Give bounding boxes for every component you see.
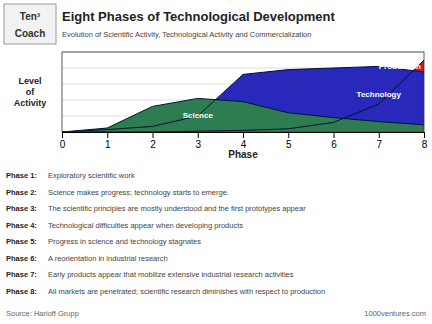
logo-box — [4, 4, 56, 44]
x-axis-line — [63, 133, 425, 139]
x-tick: 6 — [331, 132, 337, 150]
phase-description: Science makes progress; technology start… — [48, 188, 229, 197]
title: Eight Phases of Technological Developmen… — [62, 9, 335, 24]
x-tick-label: 0 — [60, 139, 66, 150]
x-tick-label: 6 — [331, 139, 337, 150]
area — [62, 98, 424, 132]
x-tick: 2 — [150, 132, 156, 150]
phase-name: Phase 6: — [6, 254, 37, 263]
phase-name: Phase 7: — [6, 270, 37, 279]
phase-description: All markets are penetrated; scientific r… — [48, 287, 325, 296]
phase-name: Phase 4: — [6, 221, 37, 230]
y-axis-title: LevelofActivity — [14, 76, 47, 108]
x-tick-mark — [107, 132, 108, 138]
x-tick: 0 — [60, 132, 66, 150]
phase-name: Phase 3: — [6, 204, 37, 213]
x-axis: 0 1 2 3 4 5 6 7 8 — [60, 132, 428, 150]
phase-name: Phase 5: — [6, 237, 37, 246]
x-tick: 1 — [105, 132, 111, 150]
series-labels: Science Technology Production — [183, 62, 421, 120]
logo-text: Ten³ — [20, 11, 41, 22]
marks — [62, 60, 424, 132]
x-tick-label: 2 — [150, 139, 156, 150]
x-tick: 3 — [195, 132, 201, 150]
x-axis-title: Phase — [228, 149, 258, 160]
x-tick-mark — [379, 132, 380, 138]
x-tick-label: 1 — [105, 139, 111, 150]
area-outline — [62, 98, 424, 132]
phase-name: Phase 2: — [6, 188, 37, 197]
x-tick: 4 — [241, 132, 247, 150]
grid — [62, 52, 424, 132]
area — [62, 60, 424, 132]
phase-name: Phase 1: — [6, 171, 37, 180]
phase-description: Early products appear that mobilize exte… — [48, 270, 294, 279]
plot: Science Technology Production 0 1 2 3 4 5 6 7 8 — [60, 52, 428, 150]
chart: Ten³ Coach Eight Phases of Technological D… — [0, 0, 432, 324]
series-label: Production — [379, 62, 421, 71]
x-tick-label: 3 — [195, 139, 201, 150]
x-tick-label: 8 — [422, 139, 428, 150]
x-tick-mark — [334, 132, 335, 138]
plot-frame — [62, 52, 424, 132]
area — [62, 66, 424, 132]
x-tick: 5 — [286, 132, 292, 150]
x-tick-mark — [243, 132, 244, 138]
phase-name: Phase 8: — [6, 287, 37, 296]
subtitle: Evolution of Scientific Activity, Techno… — [62, 30, 311, 39]
x-tick: 8 — [422, 132, 428, 150]
x-tick-mark — [424, 132, 425, 138]
logo-text: Coach — [15, 28, 46, 39]
source: Source: Harioff Grupp — [6, 309, 79, 318]
series-label: Science — [183, 111, 214, 120]
x-tick: 7 — [376, 132, 382, 150]
phase-description: Technological difficulties appear when d… — [48, 221, 243, 230]
x-tick-label: 7 — [376, 139, 382, 150]
x-tick-mark — [198, 132, 199, 138]
phase-description: A reorientation in industrial research — [48, 254, 168, 263]
area-outline — [62, 66, 424, 132]
website: 1000ventures.com — [364, 309, 426, 318]
phase-description: The scientific principles are mostly und… — [48, 204, 306, 213]
phase-description: Progress in science and technology stagn… — [48, 237, 201, 246]
x-tick-mark — [153, 132, 154, 138]
phase-description: Exploratory scientific work — [48, 171, 135, 180]
x-tick-label: 5 — [286, 139, 292, 150]
x-tick-mark — [288, 132, 289, 138]
x-tick-mark — [62, 132, 63, 138]
area-outline — [62, 60, 424, 132]
series-label: Technology — [357, 90, 402, 99]
